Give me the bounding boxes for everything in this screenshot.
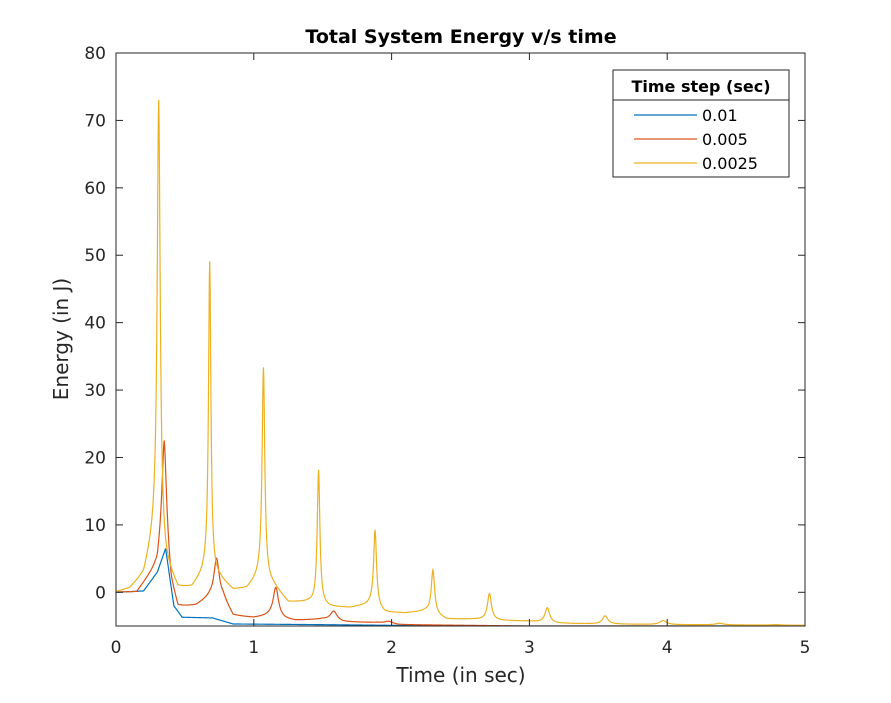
x-tick-label-4: 4 — [662, 638, 673, 658]
legend-label-2: 0.0025 — [702, 154, 758, 173]
legend-box — [612, 69, 790, 178]
axes-box — [115, 52, 806, 627]
y-tick-label-3: 30 — [84, 381, 106, 401]
y-axis-label: Energy (in J) — [49, 278, 73, 400]
x-tick-label-2: 2 — [386, 638, 397, 658]
series-line-2 — [116, 99, 805, 626]
x-axis-label: Time (in sec) — [395, 663, 525, 687]
y-tick-label-5: 50 — [84, 246, 106, 266]
legend-label-0: 0.01 — [702, 106, 738, 125]
x-tick-label-0: 0 — [111, 638, 122, 658]
y-tick-label-4: 40 — [84, 314, 106, 334]
legend-label-1: 0.005 — [702, 130, 748, 149]
y-tick-label-2: 20 — [84, 448, 106, 468]
y-tick-label-0: 0 — [95, 583, 106, 603]
x-tick-label-1: 1 — [248, 638, 259, 658]
chart-title: Total System Energy v/s time — [305, 26, 616, 48]
legend-title: Time step (sec) — [631, 77, 770, 96]
x-tick-label-3: 3 — [524, 638, 535, 658]
legend: Time step (sec) 0.01 0.005 0.0025 — [612, 69, 790, 178]
y-tick-label-8: 80 — [84, 44, 106, 64]
series-line-0 — [116, 548, 805, 626]
y-tick-label-1: 10 — [84, 516, 106, 536]
y-tick-label-6: 60 — [84, 179, 106, 199]
x-tick-label-5: 5 — [800, 638, 811, 658]
y-tick-label-7: 70 — [84, 111, 106, 131]
